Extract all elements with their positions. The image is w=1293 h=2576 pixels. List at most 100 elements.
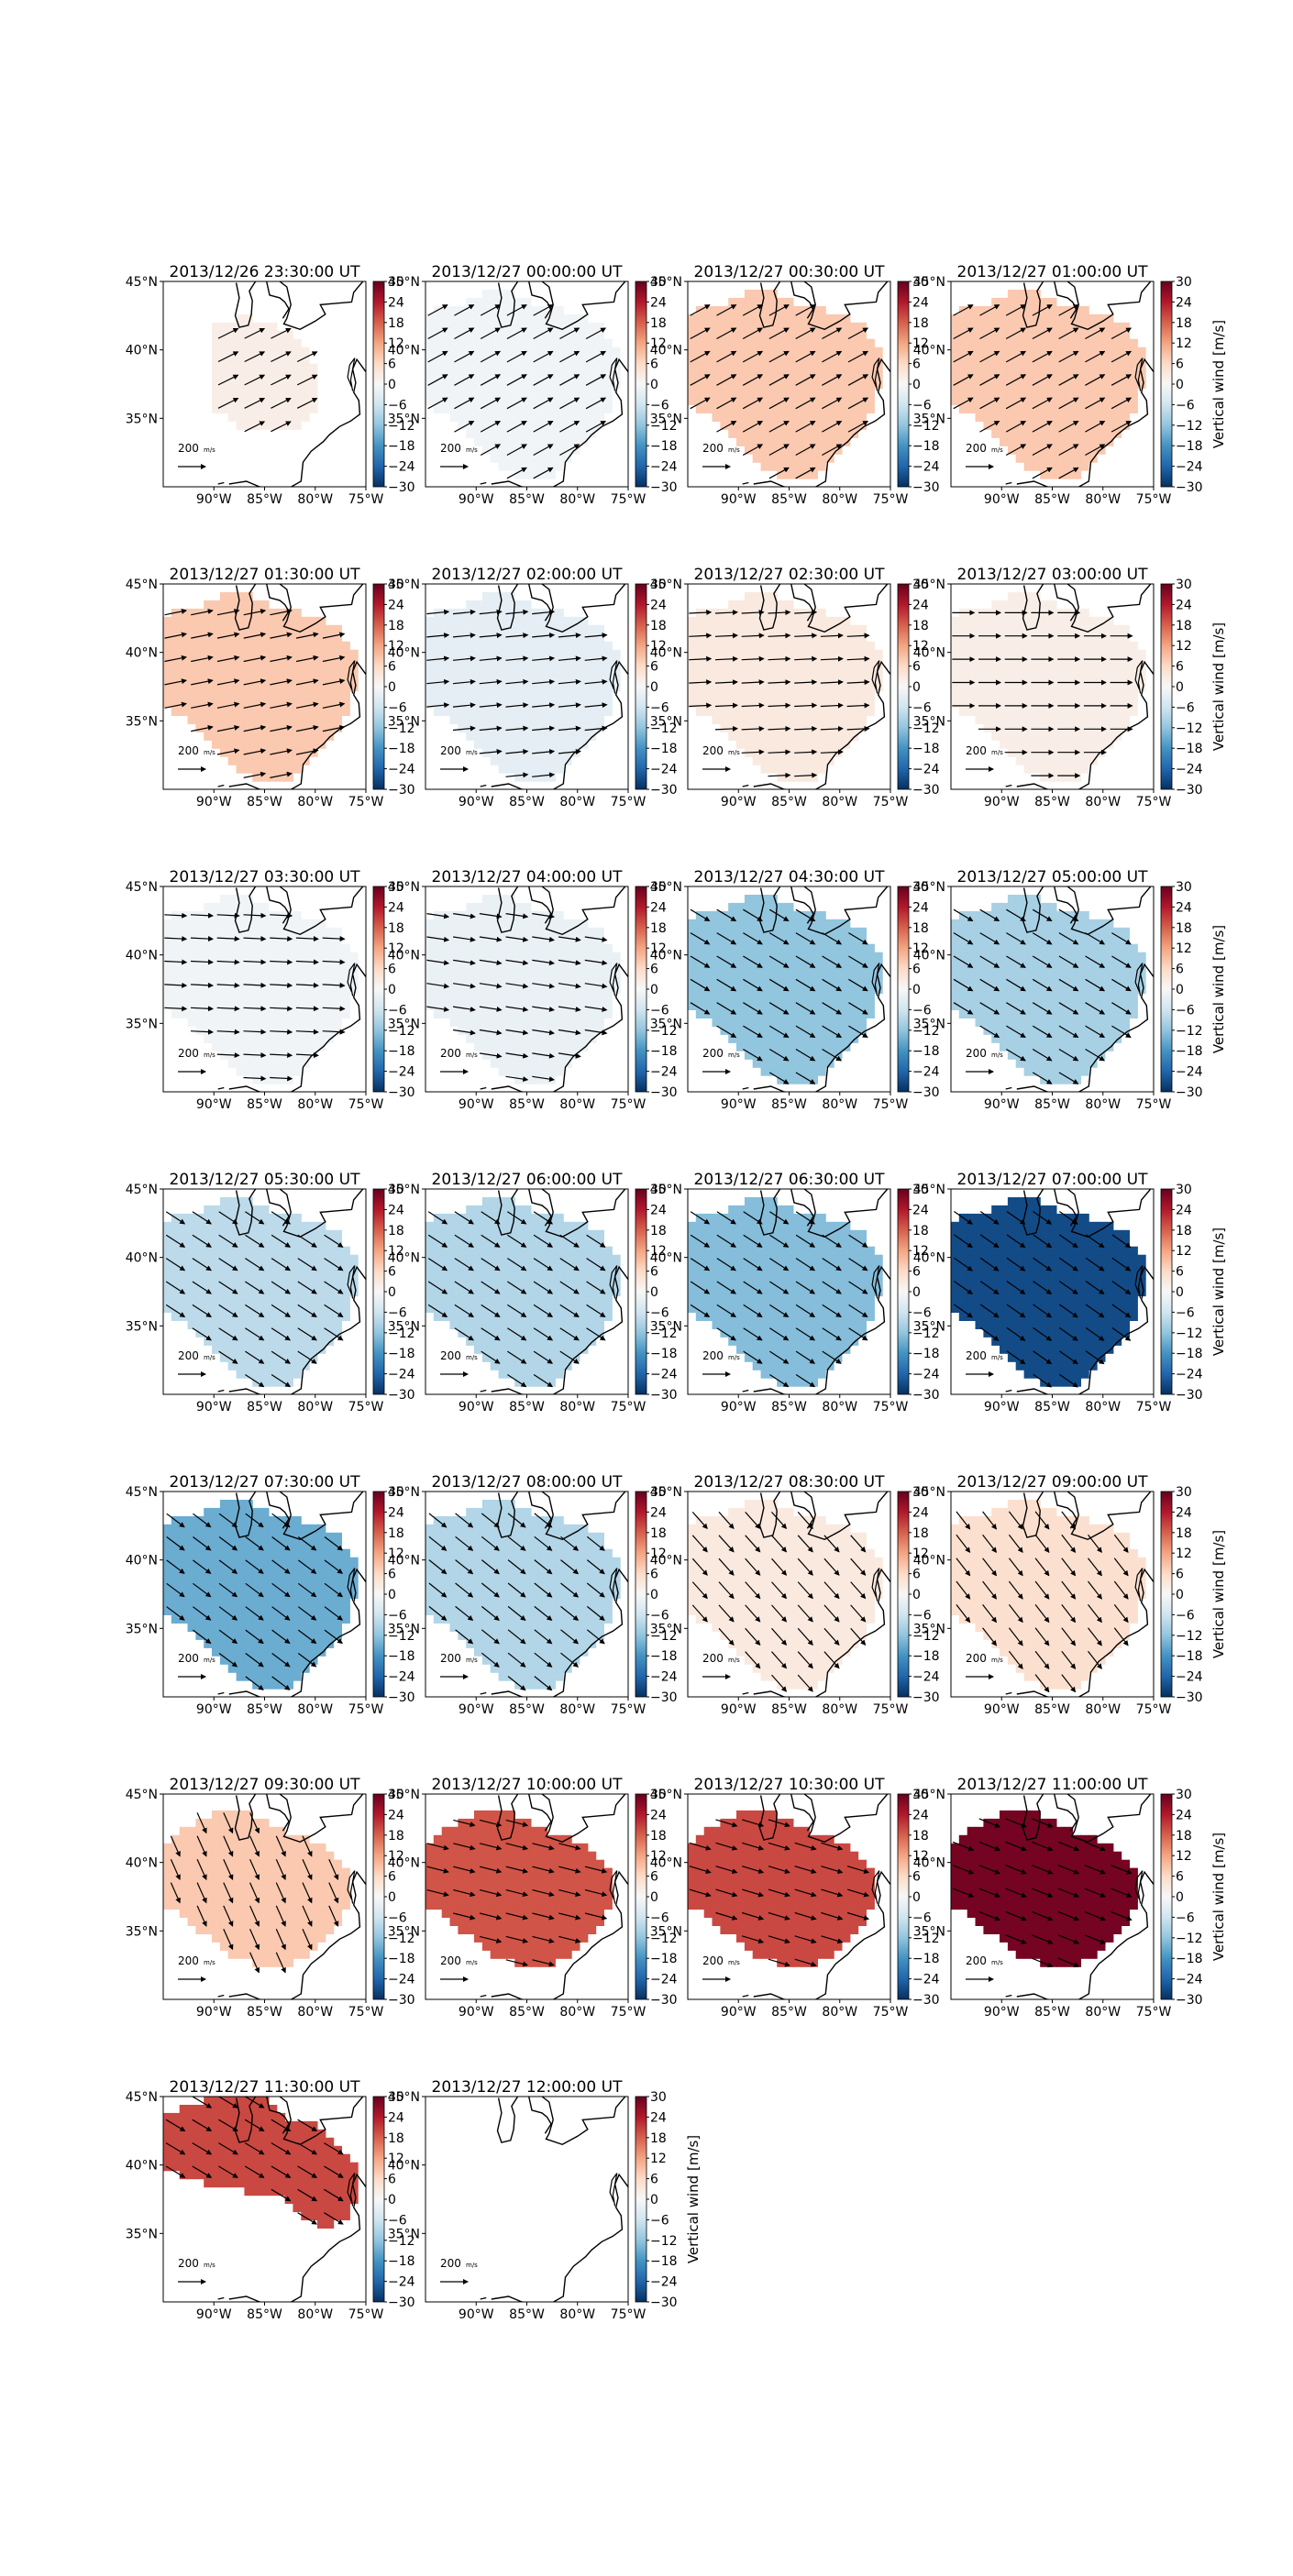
wind-cell <box>523 919 532 929</box>
wind-cell <box>1000 314 1009 324</box>
wind-cell <box>276 1042 286 1051</box>
wind-vector <box>216 701 240 709</box>
wind-cell <box>301 347 310 357</box>
wind-cell <box>1097 338 1106 348</box>
wind-cell <box>1023 371 1033 381</box>
wind-cell <box>244 608 253 618</box>
wind-cell <box>227 1001 238 1010</box>
wind-cell <box>187 624 196 634</box>
wind-cell <box>842 649 851 659</box>
wind-cell <box>204 608 213 618</box>
wind-cell <box>252 404 261 413</box>
wind-cell <box>530 641 540 651</box>
wind-cell <box>736 919 746 929</box>
wind-cell <box>967 649 977 659</box>
wind-cell <box>760 446 769 455</box>
wind-cell <box>760 1067 769 1076</box>
wind-cell <box>809 355 818 365</box>
wind-cell <box>1129 338 1138 348</box>
wind-cell <box>688 1001 697 1010</box>
wind-cell <box>498 338 507 348</box>
colorbar-tick-label: 12 <box>650 639 667 654</box>
wind-cell <box>530 707 540 716</box>
wind-cell <box>449 1009 459 1018</box>
wind-cell <box>236 1018 245 1027</box>
wind-cell <box>498 699 507 708</box>
wind-cell <box>1032 454 1041 463</box>
wind-cell <box>171 616 181 626</box>
wind-cell <box>498 952 507 962</box>
wind-cell <box>1105 330 1114 340</box>
wind-cell <box>293 657 302 667</box>
colorbar-tick-label: −30 <box>388 480 415 495</box>
wind-cell <box>547 649 556 659</box>
wind-cell <box>768 895 778 904</box>
wind-cell <box>252 322 261 332</box>
peninsula-outline <box>528 584 552 622</box>
wind-cell <box>695 633 705 643</box>
wind-cell <box>171 666 181 676</box>
wind-cell <box>1121 624 1130 634</box>
wind-cell <box>1007 707 1017 716</box>
wind-cell <box>809 470 818 479</box>
wind-cell <box>293 756 302 765</box>
vector-key-value: 200 <box>702 744 724 757</box>
wind-cell <box>728 404 737 413</box>
wind-cell <box>252 902 261 912</box>
wind-cell <box>571 666 580 676</box>
wind-cell <box>284 765 293 774</box>
wind-cell <box>809 314 818 324</box>
wind-cell <box>958 371 968 381</box>
wind-cell <box>227 413 238 422</box>
wind-cell <box>425 355 435 365</box>
wind-cell <box>849 666 859 676</box>
wind-cell <box>785 380 794 390</box>
wind-cell <box>777 380 786 390</box>
lon-tick-label: 75°W <box>348 492 384 507</box>
wind-cell <box>163 960 172 970</box>
wind-cell <box>587 347 597 357</box>
wind-cell <box>695 919 705 929</box>
wind-cell <box>1129 641 1138 651</box>
wind-cell <box>983 682 992 692</box>
wind-cell <box>523 404 532 413</box>
wind-cell <box>466 902 475 912</box>
wind-cell <box>1064 740 1074 749</box>
wind-cell <box>236 314 245 324</box>
colorbar-tick-label: −18 <box>912 439 940 454</box>
wind-cell <box>506 740 515 749</box>
wind-cell <box>595 952 604 962</box>
wind-vector <box>243 936 267 942</box>
wind-cell <box>490 943 500 953</box>
wind-cell <box>849 624 859 634</box>
wind-cell <box>276 935 286 945</box>
wind-cell <box>441 608 451 618</box>
wind-cell <box>1112 388 1122 398</box>
wind-cell <box>530 690 540 700</box>
coastline-bay <box>609 963 618 996</box>
lon-tick-label: 85°W <box>771 492 807 507</box>
wind-cell <box>1064 732 1074 741</box>
wind-vector <box>822 327 843 340</box>
wind-cell <box>857 413 867 422</box>
wind-cell <box>817 338 826 348</box>
wind-cell <box>506 380 515 390</box>
wind-cell <box>441 338 451 348</box>
colorbar-tick-label: 18 <box>650 619 667 633</box>
wind-cell <box>760 943 769 953</box>
wind-cell <box>538 657 548 667</box>
wind-cell <box>720 1001 729 1010</box>
wind-cell <box>506 952 515 962</box>
wind-cell <box>171 976 181 986</box>
wind-cell <box>571 968 580 978</box>
wind-cell <box>792 1034 802 1043</box>
wind-cell <box>983 707 992 716</box>
wind-cell <box>1040 322 1049 332</box>
wind-cell <box>195 616 204 626</box>
wind-cell <box>744 641 754 651</box>
wind-cell <box>268 616 278 626</box>
wind-cell <box>1048 699 1057 708</box>
wind-cell <box>857 690 867 700</box>
wind-cell <box>506 641 515 651</box>
wind-cell <box>441 330 451 340</box>
